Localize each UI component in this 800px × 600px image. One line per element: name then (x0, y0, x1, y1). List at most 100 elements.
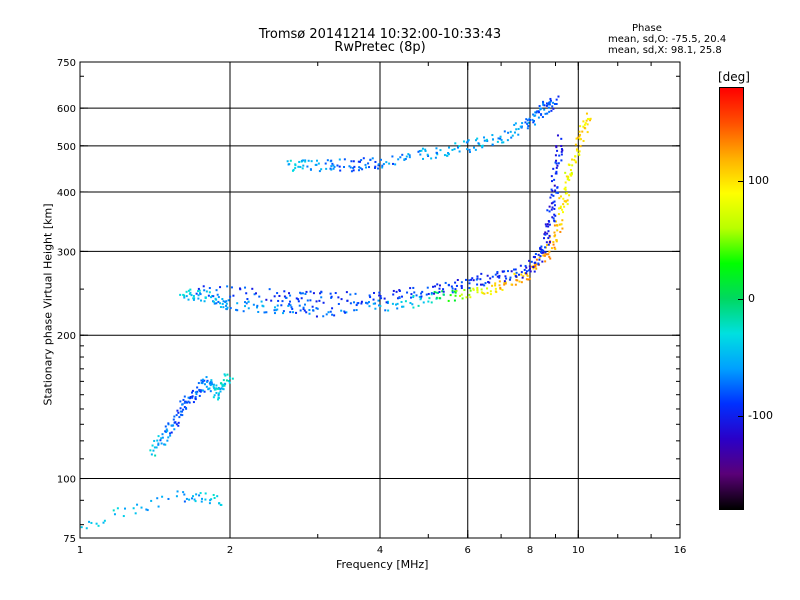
echo-point (219, 286, 222, 289)
echo-point (433, 292, 436, 295)
echo-point (178, 416, 181, 419)
echo-point (417, 150, 420, 153)
echo-point (253, 293, 256, 296)
echo-point (352, 166, 355, 169)
echo-point (374, 160, 377, 163)
echo-point (358, 166, 361, 169)
echo-point (540, 248, 543, 251)
echo-point (304, 160, 307, 163)
echo-point (418, 149, 421, 152)
echo-point (426, 286, 429, 289)
echo-point (297, 298, 300, 301)
echo-point (553, 200, 556, 203)
echo-point (501, 288, 504, 291)
echo-point (505, 277, 508, 280)
echo-point (305, 290, 308, 293)
echo-point (343, 310, 346, 313)
echo-point (488, 281, 491, 284)
echo-point (403, 158, 406, 161)
echo-point (209, 380, 212, 383)
echo-point (183, 395, 186, 398)
echo-point (186, 401, 189, 404)
echo-point (483, 292, 486, 295)
echo-point (201, 497, 204, 500)
echo-point (217, 398, 220, 401)
echo-point (555, 170, 558, 173)
echo-point (215, 298, 218, 301)
echo-point (308, 312, 311, 315)
echo-point (295, 297, 298, 300)
echo-point (179, 413, 182, 416)
echo-point (353, 165, 356, 168)
echo-point (454, 291, 457, 294)
echo-point (496, 140, 499, 143)
echo-point (582, 120, 585, 123)
echo-point (360, 300, 363, 303)
echo-point (311, 305, 314, 308)
echo-point (528, 259, 531, 262)
echo-point (164, 443, 167, 446)
echo-point (543, 104, 546, 107)
echo-point (564, 186, 567, 189)
echo-point (528, 277, 531, 280)
echo-point (242, 310, 245, 313)
echo-point (498, 280, 501, 283)
echo-point (560, 159, 563, 162)
echo-point (565, 200, 568, 203)
echo-point (349, 166, 352, 169)
echo-point (199, 492, 202, 495)
echo-point (503, 130, 506, 133)
echo-point (200, 500, 203, 503)
echo-point (527, 121, 530, 124)
echo-point (209, 384, 212, 387)
echo-point (217, 396, 220, 399)
echo-point (318, 170, 321, 173)
echo-point (381, 166, 384, 169)
echo-point (579, 133, 582, 136)
x-tick-label: 1 (77, 545, 83, 556)
echo-point (566, 203, 569, 206)
echo-point (547, 253, 550, 256)
echo-point (562, 203, 565, 206)
echo-point (331, 313, 334, 316)
echo-point (303, 303, 306, 306)
echo-point (555, 159, 558, 162)
echo-point (554, 161, 557, 164)
echo-point (486, 287, 489, 290)
echo-point (317, 162, 320, 165)
echo-point (193, 498, 196, 501)
echo-point (208, 291, 211, 294)
echo-point (542, 103, 545, 106)
echo-point (530, 260, 533, 263)
echo-point (157, 443, 160, 446)
echo-point (316, 159, 319, 162)
echo-point (413, 291, 416, 294)
echo-point (203, 300, 206, 303)
echo-point (185, 497, 188, 500)
echo-point (164, 430, 167, 433)
echo-point (210, 498, 213, 501)
echo-point (379, 158, 382, 161)
echo-point (405, 155, 408, 158)
echo-point (360, 159, 363, 162)
echo-point (300, 159, 303, 162)
echo-point (552, 167, 555, 170)
echo-point (401, 305, 404, 308)
echo-point (196, 390, 199, 393)
echo-point (336, 164, 339, 167)
echo-point (391, 162, 394, 165)
echo-point (223, 373, 226, 376)
echo-point (537, 110, 540, 113)
echo-point (494, 284, 497, 287)
echo-point (483, 139, 486, 142)
echo-point (300, 297, 303, 300)
echo-point (402, 305, 405, 308)
echo-point (217, 387, 220, 390)
echo-point (563, 200, 566, 203)
echo-point (563, 205, 566, 208)
echo-point (542, 100, 545, 103)
echo-point (159, 439, 162, 442)
echo-point (548, 110, 551, 113)
echo-point (97, 524, 100, 527)
echo-point (345, 291, 348, 294)
